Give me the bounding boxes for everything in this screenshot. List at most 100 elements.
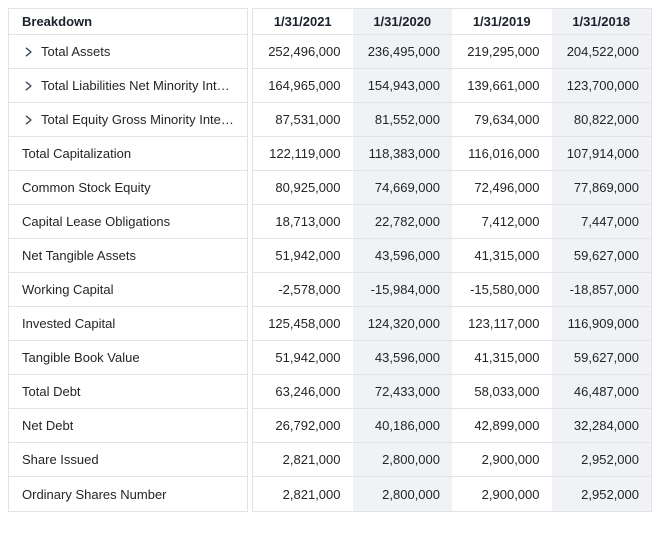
table-row: -2,578,000 -15,984,000 -15,580,000 -18,857,…	[253, 273, 651, 307]
value-cell: 2,821,000	[282, 486, 341, 502]
row-label-text: Invested Capital	[22, 316, 116, 331]
table-row: 164,965,000 154,943,000 139,661,000 123,700…	[253, 69, 651, 103]
value-cell: 41,315,000	[474, 350, 540, 365]
values-header-row: 1/31/2021 1/31/2020 1/31/2019 1/31/2018	[253, 9, 651, 35]
row-label-invested-capital: Invested Capital	[9, 307, 247, 341]
value-cell: 43,596,000	[352, 239, 452, 272]
table-row: 2,821,000 2,800,000 2,900,000 2,952,000	[253, 443, 651, 477]
table-row: 51,942,000 43,596,000 41,315,000 59,627,000	[253, 341, 651, 375]
row-label-text: Capital Lease Obligations	[22, 214, 171, 229]
value-cell: 124,320,000	[352, 307, 452, 340]
value-cell: 116,909,000	[551, 307, 651, 340]
table-row: 2,821,000 2,800,000 2,900,000 2,952,000	[253, 477, 651, 511]
row-label-text: Net Debt	[22, 418, 74, 433]
row-label-text: Total Debt	[22, 384, 81, 399]
row-label-total-equity-gross-minority-inte[interactable]: Total Equity Gross Minority Inte…	[9, 103, 247, 137]
table-row: 122,119,000 118,383,000 116,016,000 107,914…	[253, 137, 651, 171]
value-cell: 139,661,000	[467, 78, 540, 93]
chevron-right-icon[interactable]	[24, 47, 33, 57]
row-label-total-capitalization: Total Capitalization	[9, 137, 247, 171]
value-cell: 2,800,000	[352, 477, 452, 511]
value-cell: 26,792,000	[275, 418, 341, 433]
breakdown-column: Breakdown Total Assets Total Liabilities …	[8, 8, 248, 512]
value-cell: 22,782,000	[352, 205, 452, 238]
column-header-1-31-2021: 1/31/2021	[273, 14, 332, 29]
value-cell: 63,246,000	[275, 384, 341, 399]
value-cell: 41,315,000	[474, 248, 540, 263]
value-cell: 2,900,000	[481, 486, 540, 502]
value-cell: 204,522,000	[551, 35, 651, 68]
column-header-1-31-2018: 1/31/2018	[551, 9, 651, 34]
row-label-text: Share Issued	[22, 452, 99, 467]
value-cell: -15,580,000	[470, 282, 540, 297]
values-grid: 1/31/2021 1/31/2020 1/31/2019 1/31/2018 252…	[252, 8, 652, 512]
value-cell: 118,383,000	[352, 137, 452, 170]
row-label-total-debt: Total Debt	[9, 375, 247, 409]
value-cell: 123,700,000	[551, 69, 651, 102]
row-label-capital-lease-obligations: Capital Lease Obligations	[9, 205, 247, 239]
value-cell: 40,186,000	[352, 409, 452, 442]
value-cell: 154,943,000	[352, 69, 452, 102]
row-label-text: Common Stock Equity	[22, 180, 151, 195]
value-cell: 2,800,000	[352, 443, 452, 476]
column-header-1-31-2019: 1/31/2019	[472, 14, 531, 29]
table-row: 80,925,000 74,669,000 72,496,000 77,869,000	[253, 171, 651, 205]
row-label-text: Total Equity Gross Minority Inte…	[41, 112, 234, 127]
table-row: 18,713,000 22,782,000 7,412,000 7,447,000	[253, 205, 651, 239]
value-cell: 2,952,000	[551, 477, 651, 511]
value-cell: 79,634,000	[474, 112, 540, 127]
value-cell: 107,914,000	[551, 137, 651, 170]
value-cell: 59,627,000	[551, 341, 651, 374]
column-header-1-31-2020: 1/31/2020	[352, 9, 452, 34]
row-label-text: Tangible Book Value	[22, 350, 140, 365]
value-cell: 72,496,000	[474, 180, 540, 195]
value-cell: 123,117,000	[468, 316, 540, 331]
value-cell: 51,942,000	[275, 248, 341, 263]
row-label-text: Total Liabilities Net Minority Int…	[41, 78, 230, 93]
chevron-right-icon[interactable]	[24, 115, 33, 125]
value-cell: 122,119,000	[269, 146, 341, 161]
row-label-ordinary-shares-number: Ordinary Shares Number	[9, 477, 247, 511]
value-cell: 2,821,000	[282, 452, 341, 467]
row-label-text: Ordinary Shares Number	[22, 486, 167, 502]
row-label-text: Total Assets	[41, 44, 111, 59]
row-label-net-debt: Net Debt	[9, 409, 247, 443]
table-row: 63,246,000 72,433,000 58,033,000 46,487,000	[253, 375, 651, 409]
row-label-text: Net Tangible Assets	[22, 248, 136, 263]
value-cell: 81,552,000	[352, 103, 452, 136]
value-cell: 7,412,000	[481, 214, 540, 229]
value-cell: 2,952,000	[551, 443, 651, 476]
row-label-share-issued: Share Issued	[9, 443, 247, 477]
row-label-total-liabilities-net-minority-int[interactable]: Total Liabilities Net Minority Int…	[9, 69, 247, 103]
table-row: 125,458,000 124,320,000 123,117,000 116,909…	[253, 307, 651, 341]
value-cell: 18,713,000	[275, 214, 341, 229]
table-row: 26,792,000 40,186,000 42,899,000 32,284,000	[253, 409, 651, 443]
value-cell: -15,984,000	[352, 273, 452, 306]
table-row: 87,531,000 81,552,000 79,634,000 80,822,000	[253, 103, 651, 137]
value-cell: 77,869,000	[551, 171, 651, 204]
value-cell: 252,496,000	[268, 44, 341, 59]
value-cell: -2,578,000	[278, 282, 341, 297]
value-cell: 72,433,000	[352, 375, 452, 408]
value-cell: 219,295,000	[467, 44, 540, 59]
value-cell: 2,900,000	[481, 452, 540, 467]
row-label-working-capital: Working Capital	[9, 273, 247, 307]
chevron-right-icon[interactable]	[24, 81, 33, 91]
table-row: 51,942,000 43,596,000 41,315,000 59,627,000	[253, 239, 651, 273]
row-label-net-tangible-assets: Net Tangible Assets	[9, 239, 247, 273]
value-cell: -18,857,000	[551, 273, 651, 306]
value-cell: 236,495,000	[352, 35, 452, 68]
breakdown-header: Breakdown	[9, 9, 247, 35]
value-cell: 58,033,000	[474, 384, 540, 399]
row-label-text: Total Capitalization	[22, 146, 132, 161]
value-cell: 164,965,000	[268, 78, 341, 93]
value-cell: 87,531,000	[275, 112, 341, 127]
balance-sheet-table: Breakdown Total Assets Total Liabilities …	[8, 8, 652, 512]
value-cell: 7,447,000	[551, 205, 651, 238]
value-cell: 46,487,000	[551, 375, 651, 408]
value-cell: 74,669,000	[352, 171, 452, 204]
value-cell: 42,899,000	[474, 418, 540, 433]
row-label-total-assets[interactable]: Total Assets	[9, 35, 247, 69]
value-cell: 80,925,000	[275, 180, 341, 195]
value-cell: 116,016,000	[468, 146, 540, 161]
